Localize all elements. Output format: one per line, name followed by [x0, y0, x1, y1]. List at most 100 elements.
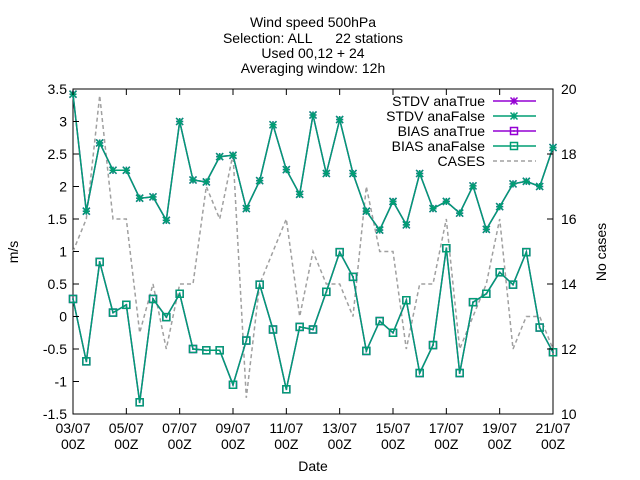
x-tick-label-hour: 00Z	[168, 436, 193, 452]
bias-anafalse-series	[68, 244, 558, 407]
bias-anafalse-point	[255, 280, 264, 289]
cases-series	[72, 95, 554, 398]
bias-anafalse-point	[282, 385, 291, 394]
stdv-anafalse-point	[535, 182, 544, 191]
stdv-anafalse-point	[148, 192, 158, 201]
legend-label: STDV anaFalse	[386, 108, 485, 124]
bias-anafalse-point	[135, 398, 144, 407]
bias-anafalse-point	[175, 289, 184, 298]
bias-anafalse-point	[295, 322, 304, 332]
y2-tick-label: 10	[561, 406, 577, 422]
y-tick-label: 2	[59, 179, 67, 195]
stdv-anafalse-point	[82, 207, 91, 216]
stdv-anafalse-point	[455, 209, 464, 218]
stdv-anafalse-point	[268, 120, 278, 129]
title-line-1: Wind speed 500hPa	[250, 14, 376, 30]
y2-tick-label: 18	[561, 146, 577, 162]
stdv-anafalse-point	[282, 165, 291, 174]
title-line-3: Used 00,12 + 24	[261, 45, 364, 61]
x-tick-label-day: 11/07	[269, 420, 303, 436]
stdv-anafalse-point	[388, 197, 398, 206]
bias-anafalse-point	[202, 346, 211, 355]
x-tick-label-hour: 00Z	[488, 436, 513, 452]
legend-marker	[509, 111, 519, 121]
stdv-anafalse-point	[402, 220, 411, 229]
y2-tick-label: 20	[561, 81, 577, 97]
stdv-anafalse-point	[295, 190, 304, 199]
title-line-2: Selection: ALL 22 stations	[223, 30, 403, 46]
stdv-anafalse-point	[548, 143, 558, 152]
bias-anafalse-point	[522, 247, 531, 257]
bias-anafalse-point	[468, 297, 478, 307]
y-tick-label: 1	[59, 244, 67, 260]
y-tick-label: 1.5	[48, 211, 68, 227]
stdv-anafalse-point	[175, 117, 184, 126]
bias-anafalse-point	[148, 294, 158, 304]
bias-anafalse-point	[95, 257, 104, 267]
stdv-anafalse-point	[482, 225, 491, 234]
bias-anafalse-point	[188, 344, 198, 354]
bias-anafalse-point	[335, 247, 344, 257]
y-axis-label: m/s	[5, 241, 21, 264]
bias-anafalse-point	[362, 346, 371, 356]
x-tick-label-hour: 00Z	[541, 436, 566, 452]
bias-anafalse-point	[508, 280, 518, 289]
bias-anafalse-point	[68, 294, 78, 304]
x-tick-label-hour: 00Z	[221, 436, 246, 452]
stdv-anafalse-point	[108, 166, 118, 175]
y-tick-label: 2.5	[48, 146, 68, 162]
stdv-anafalse-point	[335, 115, 344, 124]
stdv-anafalse-point	[242, 204, 251, 213]
bias-anafalse-point	[122, 300, 131, 310]
bias-anafalse-point	[322, 287, 331, 297]
bias-anafalse-point	[415, 368, 424, 378]
y2-tick-label: 14	[561, 276, 577, 292]
y2-axis-label: No cases	[593, 223, 609, 281]
stdv-anafalse-point	[135, 194, 144, 203]
legend-entry: STDV anaTrue	[392, 93, 536, 109]
stdv-anafalse-point	[375, 226, 384, 235]
legend-label: STDV anaTrue	[392, 93, 485, 109]
axes: -1.5 -1 -0.5 0 0.5 1 1.5 2 2.5 3 3.5 10 12 14 16 18 20 03…	[43, 81, 577, 452]
x-tick-label-day: 19/07	[482, 420, 517, 436]
x-tick-label-day: 09/07	[215, 420, 250, 436]
bias-anafalse-point	[82, 357, 91, 366]
bias-anafalse-point	[495, 268, 504, 277]
data-series	[68, 90, 558, 407]
stdv-anafalse-point	[95, 138, 104, 147]
bias-anafalse-point	[482, 289, 491, 298]
stdv-anafalse-point	[215, 152, 224, 161]
stdv-anafalse-point	[322, 169, 331, 178]
x-tick-label-day: 21/07	[535, 420, 570, 436]
y-tick-label: 0.5	[48, 276, 68, 292]
legend-label: CASES	[438, 153, 485, 169]
stdv-anafalse-point	[495, 202, 504, 211]
bias-anafalse-point	[308, 325, 318, 334]
legend-entry: CASES	[438, 153, 536, 169]
bias-anafalse-point	[535, 323, 544, 332]
x-tick-label-hour: 00Z	[328, 436, 353, 452]
bias-anafalse-point	[348, 272, 358, 282]
stdv-anafalse-point	[522, 177, 531, 186]
x-tick-label-day: 13/07	[322, 420, 357, 436]
x-tick-label-hour: 00Z	[274, 436, 299, 452]
y-tick-label: 3.5	[48, 81, 68, 97]
x-tick-label-hour: 00Z	[61, 436, 86, 452]
legend-label: BIAS anaFalse	[392, 138, 486, 154]
stdv-anafalse-point	[362, 207, 371, 216]
bias-anafalse-point	[442, 244, 451, 253]
stdv-anafalse-point	[188, 175, 198, 185]
y2-tick-label: 12	[561, 341, 577, 357]
legend-label: BIAS anaTrue	[398, 123, 486, 139]
stdv-anafalse-point	[415, 169, 424, 178]
bias-anafalse-point	[428, 340, 438, 350]
x-tick-label-hour: 00Z	[381, 436, 406, 452]
y-tick-label: -1.5	[43, 406, 67, 422]
bias-anafalse-point	[455, 368, 464, 378]
stdv-anafalse-point	[122, 166, 131, 175]
bias-anafalse-point	[388, 328, 398, 337]
stdv-anafalse-point	[442, 197, 451, 206]
bias-anafalse-point	[402, 296, 411, 305]
